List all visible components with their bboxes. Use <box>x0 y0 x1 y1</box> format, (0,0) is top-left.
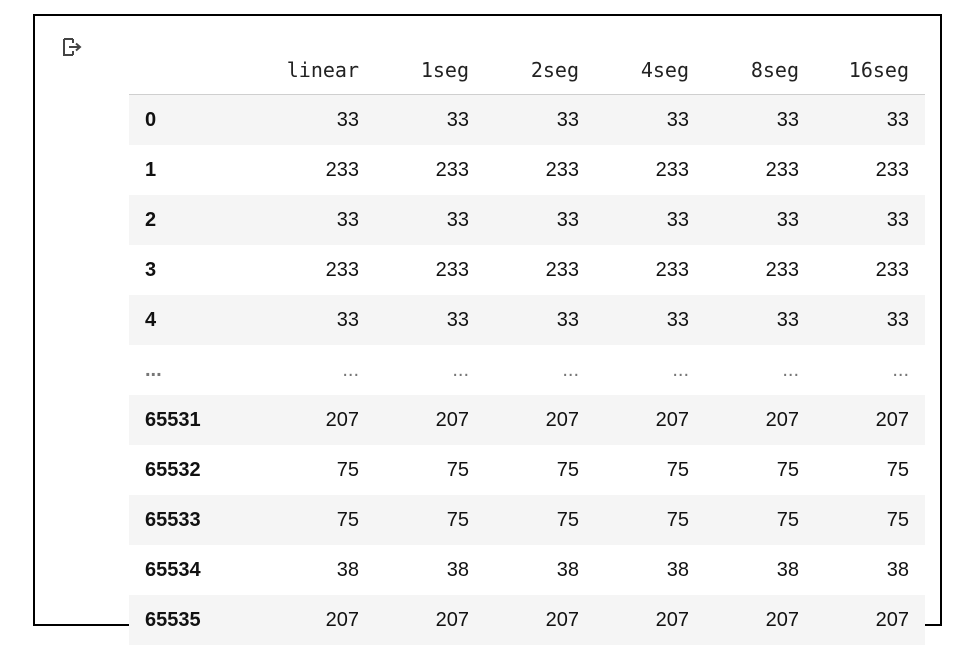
table-row: 65534 38 38 38 38 38 38 <box>129 545 925 595</box>
row-index: 65534 <box>145 558 201 581</box>
row-index: 65533 <box>145 508 201 531</box>
table-cell: 233 <box>545 158 579 181</box>
row-index: 65532 <box>145 458 201 481</box>
table-cell: 207 <box>545 408 579 431</box>
table-cell: 33 <box>556 308 579 331</box>
table-cell: 33 <box>336 108 359 131</box>
row-index: 3 <box>145 258 157 281</box>
dataframe-table: linear 1seg 2seg 4seg 8seg 16seg 0 33 33 33… <box>129 46 925 645</box>
table-cell: 233 <box>325 258 359 281</box>
column-header: 4seg <box>595 46 705 95</box>
table-cell: 33 <box>666 208 689 231</box>
column-header: 16seg <box>815 46 925 95</box>
table-cell: 207 <box>655 408 689 431</box>
row-index: 65535 <box>145 608 201 631</box>
table-cell: ... <box>562 358 579 381</box>
table-cell: 33 <box>886 308 909 331</box>
table-row: 65533 75 75 75 75 75 75 <box>129 495 925 545</box>
table-row: 4 33 33 33 33 33 33 <box>129 295 925 345</box>
table-cell: 233 <box>655 158 689 181</box>
table-cell: 207 <box>875 608 909 631</box>
table-cell: 33 <box>556 208 579 231</box>
table-cell: 207 <box>765 608 799 631</box>
notebook-output-frame: linear 1seg 2seg 4seg 8seg 16seg 0 33 33 33… <box>33 14 942 645</box>
table-cell: 33 <box>776 108 799 131</box>
table-cell: 38 <box>336 558 359 581</box>
table-cell: 75 <box>666 458 689 481</box>
table-cell: 207 <box>325 608 359 631</box>
table-cell: 75 <box>336 508 359 531</box>
table-cell: 75 <box>336 458 359 481</box>
table-row: 2 33 33 33 33 33 33 <box>129 195 925 245</box>
table-cell: 38 <box>446 558 469 581</box>
table-cell: 38 <box>556 558 579 581</box>
table-cell: 233 <box>765 158 799 181</box>
table-cell: 75 <box>666 508 689 531</box>
table-row: 1 233 233 233 233 233 233 <box>129 145 925 195</box>
column-header: 1seg <box>375 46 485 95</box>
output-arrow-icon[interactable] <box>61 36 83 58</box>
table-cell: 233 <box>875 158 909 181</box>
table-cell: 33 <box>446 108 469 131</box>
table-cell: 233 <box>875 258 909 281</box>
table-cell: 75 <box>446 458 469 481</box>
table-cell: 75 <box>886 458 909 481</box>
table-cell: 75 <box>556 458 579 481</box>
table-cell: 207 <box>435 608 469 631</box>
table-cell: 75 <box>886 508 909 531</box>
table-cell: 75 <box>776 508 799 531</box>
row-index: 2 <box>145 208 157 231</box>
table-cell: 33 <box>666 308 689 331</box>
table-row: 0 33 33 33 33 33 33 <box>129 94 925 145</box>
column-header: linear <box>265 46 375 95</box>
table-cell: ... <box>892 358 909 381</box>
table-cell: 33 <box>556 108 579 131</box>
table-cell: 233 <box>435 158 469 181</box>
table-cell: ... <box>672 358 689 381</box>
table-cell: 33 <box>886 208 909 231</box>
table-row: 65531 207 207 207 207 207 207 <box>129 395 925 445</box>
row-index: 65531 <box>145 408 201 431</box>
row-index: 4 <box>145 308 157 331</box>
table-cell: 233 <box>545 258 579 281</box>
table-cell: 75 <box>776 458 799 481</box>
index-header <box>129 46 265 95</box>
table-cell: 233 <box>435 258 469 281</box>
table-cell: 207 <box>435 408 469 431</box>
row-index: 0 <box>145 108 157 131</box>
table-cell: 33 <box>776 308 799 331</box>
table-cell: 33 <box>336 308 359 331</box>
row-index: ... <box>145 358 162 381</box>
table-cell: 207 <box>545 608 579 631</box>
table-cell: 33 <box>886 108 909 131</box>
table-cell: 33 <box>446 208 469 231</box>
table-cell: 233 <box>765 258 799 281</box>
row-index: 1 <box>145 158 157 181</box>
table-cell: 33 <box>776 208 799 231</box>
table-row: 3 233 233 233 233 233 233 <box>129 245 925 295</box>
table-cell: 233 <box>325 158 359 181</box>
table-cell: ... <box>452 358 469 381</box>
table-cell: 38 <box>666 558 689 581</box>
table-cell: 207 <box>325 408 359 431</box>
table-cell: 33 <box>446 308 469 331</box>
table-cell: 75 <box>556 508 579 531</box>
column-header: 2seg <box>485 46 595 95</box>
table-row: 65535 207 207 207 207 207 207 <box>129 595 925 645</box>
column-header: 8seg <box>705 46 815 95</box>
table-cell: 233 <box>655 258 689 281</box>
table-cell: 33 <box>666 108 689 131</box>
table-cell: 207 <box>765 408 799 431</box>
header-row: linear 1seg 2seg 4seg 8seg 16seg <box>129 46 925 95</box>
table-row: 65532 75 75 75 75 75 75 <box>129 445 925 495</box>
table-cell: 38 <box>776 558 799 581</box>
table-cell: ... <box>782 358 799 381</box>
table-cell: 207 <box>655 608 689 631</box>
table-cell: 33 <box>336 208 359 231</box>
ellipsis-row: ..................... <box>129 345 925 395</box>
table-cell: 207 <box>875 408 909 431</box>
table-cell: 75 <box>446 508 469 531</box>
table-cell: 38 <box>886 558 909 581</box>
table-cell: ... <box>342 358 359 381</box>
